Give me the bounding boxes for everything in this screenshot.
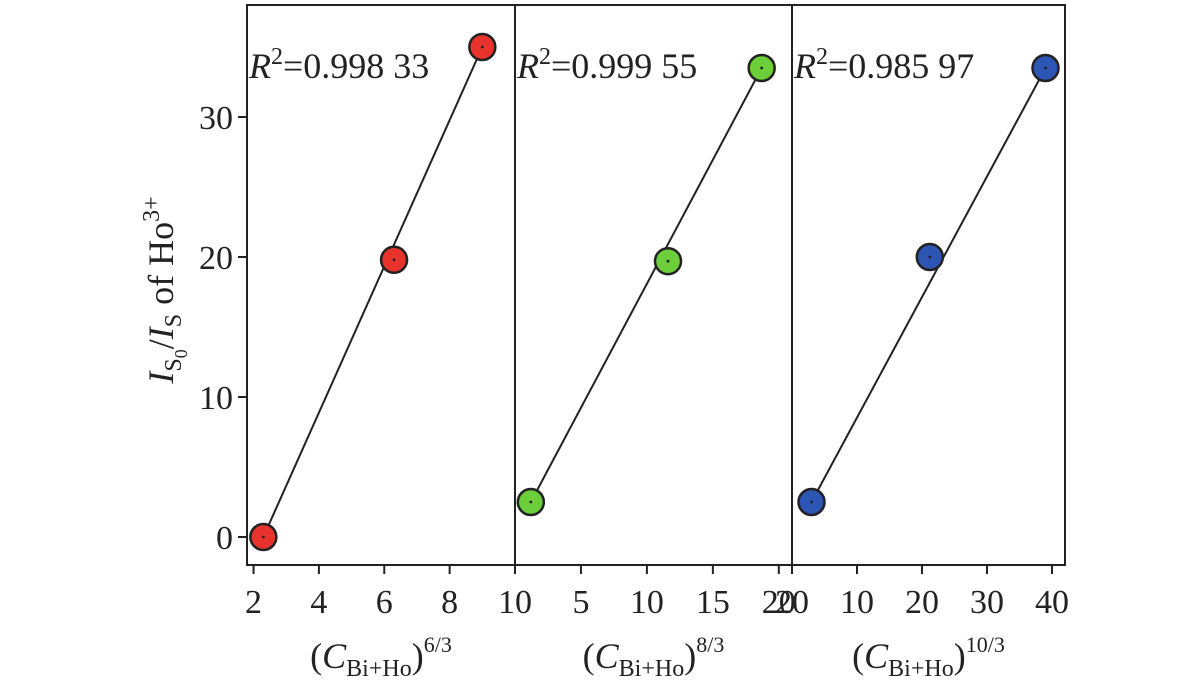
x-label-close: ) (412, 636, 424, 676)
x-tick-label: 20 (775, 584, 809, 621)
r2-sup: 2 (816, 44, 828, 70)
y-label-s0-sub: 0 (171, 349, 191, 358)
x-tick-label: 20 (905, 584, 939, 621)
data-point-center (529, 500, 533, 504)
x-tick-label: 10 (840, 584, 874, 621)
x-label-close: ) (684, 636, 696, 676)
x-tick-label: 2 (245, 584, 262, 621)
x-label-c: C (595, 636, 620, 676)
fit-line (262, 46, 484, 538)
fit-line (529, 67, 763, 503)
r2-sup: 2 (271, 44, 283, 70)
y-tick-label: 10 (199, 380, 233, 417)
x-tick-label: 5 (572, 584, 589, 621)
y-label-sup: 3+ (139, 196, 165, 222)
r2-r: R (516, 46, 539, 86)
x-tick-label: 30 (970, 584, 1004, 621)
r2-value: =0.999 55 (551, 46, 697, 86)
x-label-sup: 6/3 (424, 632, 452, 657)
data-point-center (760, 66, 764, 70)
data-point-center (1044, 66, 1047, 70)
x-label-sup: 10/3 (966, 632, 1005, 657)
x-label-sup: 8/3 (696, 632, 724, 657)
r2-r: R (793, 46, 816, 86)
x-label-close: ) (954, 636, 966, 676)
y-label-of: of Ho (141, 222, 181, 314)
x-tick-label: 10 (630, 584, 664, 621)
x-label-c: C (322, 636, 347, 676)
y-tick-label: 30 (199, 100, 233, 137)
x-tick-label: 8 (441, 584, 458, 621)
x-tick-label: 15 (696, 584, 730, 621)
data-point-center (261, 535, 265, 539)
x-axis-label: (CBi+Ho)10/3 (852, 632, 1005, 682)
panel-frame (791, 4, 1066, 566)
x-label-open: ( (852, 636, 864, 676)
panel-3: 20 10 20 30 40 R2=0.985 97 (CBi+Ho)10/3 (775, 4, 1069, 682)
fit-line (810, 67, 1047, 503)
panel-2: 10 5 10 15 20 R2=0.999 55 (CBi+Ho)8/3 (498, 4, 796, 682)
r2-value: =0.985 97 (828, 46, 974, 86)
r2-annotation: R2=0.998 33 (248, 44, 429, 86)
y-label-s0: S (161, 358, 187, 371)
r2-annotation: R2=0.999 55 (516, 44, 697, 86)
x-label-open: ( (583, 636, 595, 676)
x-tick-label: 6 (376, 584, 393, 621)
panel-frame (246, 4, 516, 566)
y-label-slash: / (141, 339, 181, 349)
r2-r: R (248, 46, 271, 86)
data-point-center (928, 255, 932, 259)
x-label-c: C (864, 636, 889, 676)
x-axis-label: (CBi+Ho)8/3 (583, 632, 725, 682)
y-label-i1: I (141, 370, 181, 385)
data-point-center (392, 258, 396, 262)
x-axis-label: (CBi+Ho)6/3 (310, 632, 452, 682)
y-tick-label: 0 (216, 520, 233, 557)
x-label-sub: Bi+Ho (888, 656, 954, 682)
data-point-center (810, 500, 813, 504)
x-label-sub: Bi+Ho (619, 656, 685, 682)
x-label-sub: Bi+Ho (346, 656, 412, 682)
x-tick-label: 40 (1035, 584, 1069, 621)
y-label-s: S (161, 314, 187, 327)
r2-value: =0.998 33 (283, 46, 429, 86)
x-tick-label: 4 (310, 584, 327, 621)
y-tick-label: 20 (199, 240, 233, 277)
data-point-center (480, 45, 484, 49)
r2-annotation: R2=0.985 97 (793, 44, 974, 86)
y-label-i2: I (141, 325, 181, 340)
data-point-center (666, 259, 670, 263)
x-tick-label: 10 (498, 584, 532, 621)
y-axis-label: IS0/IS of Ho3+ (139, 196, 191, 384)
r2-sup: 2 (539, 44, 551, 70)
x-tick-label: 20 (762, 584, 796, 621)
x-label-open: ( (310, 636, 322, 676)
